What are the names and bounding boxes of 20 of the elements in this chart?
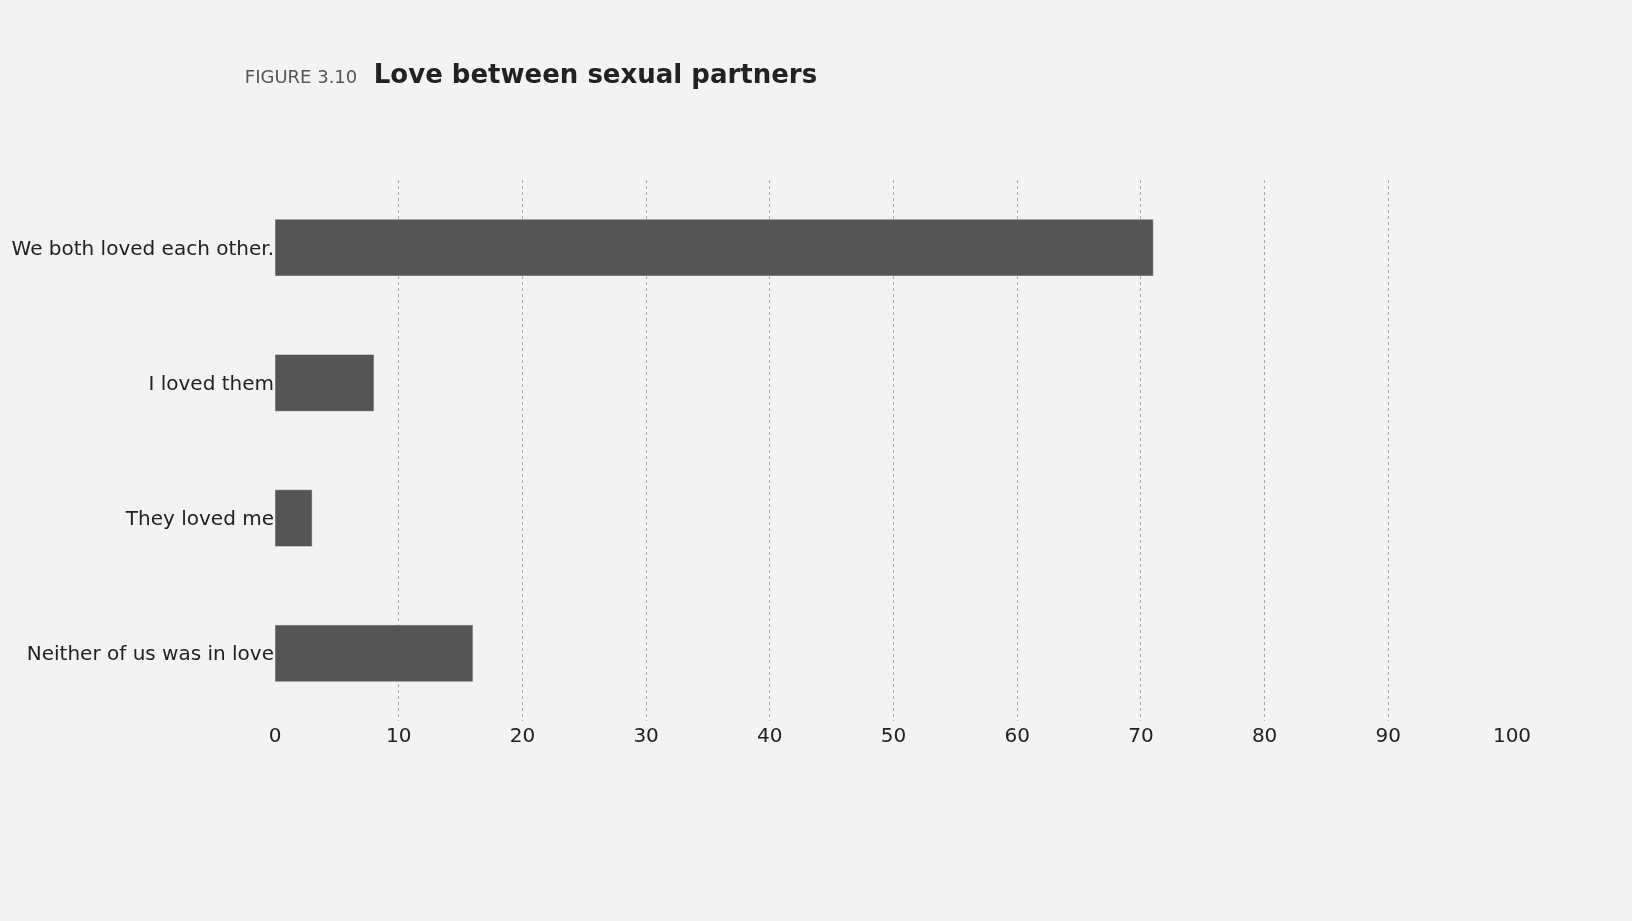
bar [275, 489, 313, 547]
y-tick-label: They loved me [124, 506, 274, 531]
x-tick-label: 50 [880, 723, 907, 747]
x-tick-label: 20 [509, 723, 536, 747]
bar [275, 354, 375, 412]
x-tick-label: 40 [757, 723, 783, 747]
x-tick-label: 10 [385, 723, 412, 747]
x-tick-label: 0 [268, 723, 282, 747]
x-tick-label: 70 [1128, 723, 1154, 747]
y-tick-label: Neither of us was in love [26, 641, 274, 666]
x-tick-label: 100 [1492, 723, 1532, 747]
x-tick-label: 30 [633, 723, 659, 747]
x-tick-label: 80 [1251, 723, 1278, 747]
x-tick-label: 90 [1375, 723, 1402, 747]
bar [275, 624, 474, 683]
chart-title: FIGURE 3.10 Love between sexual partners [244, 58, 818, 89]
bar [275, 218, 1154, 277]
y-tick-label: We both loved each other. [11, 235, 274, 260]
x-tick-label: 60 [1004, 723, 1030, 747]
y-tick-label: I loved them [148, 370, 274, 395]
